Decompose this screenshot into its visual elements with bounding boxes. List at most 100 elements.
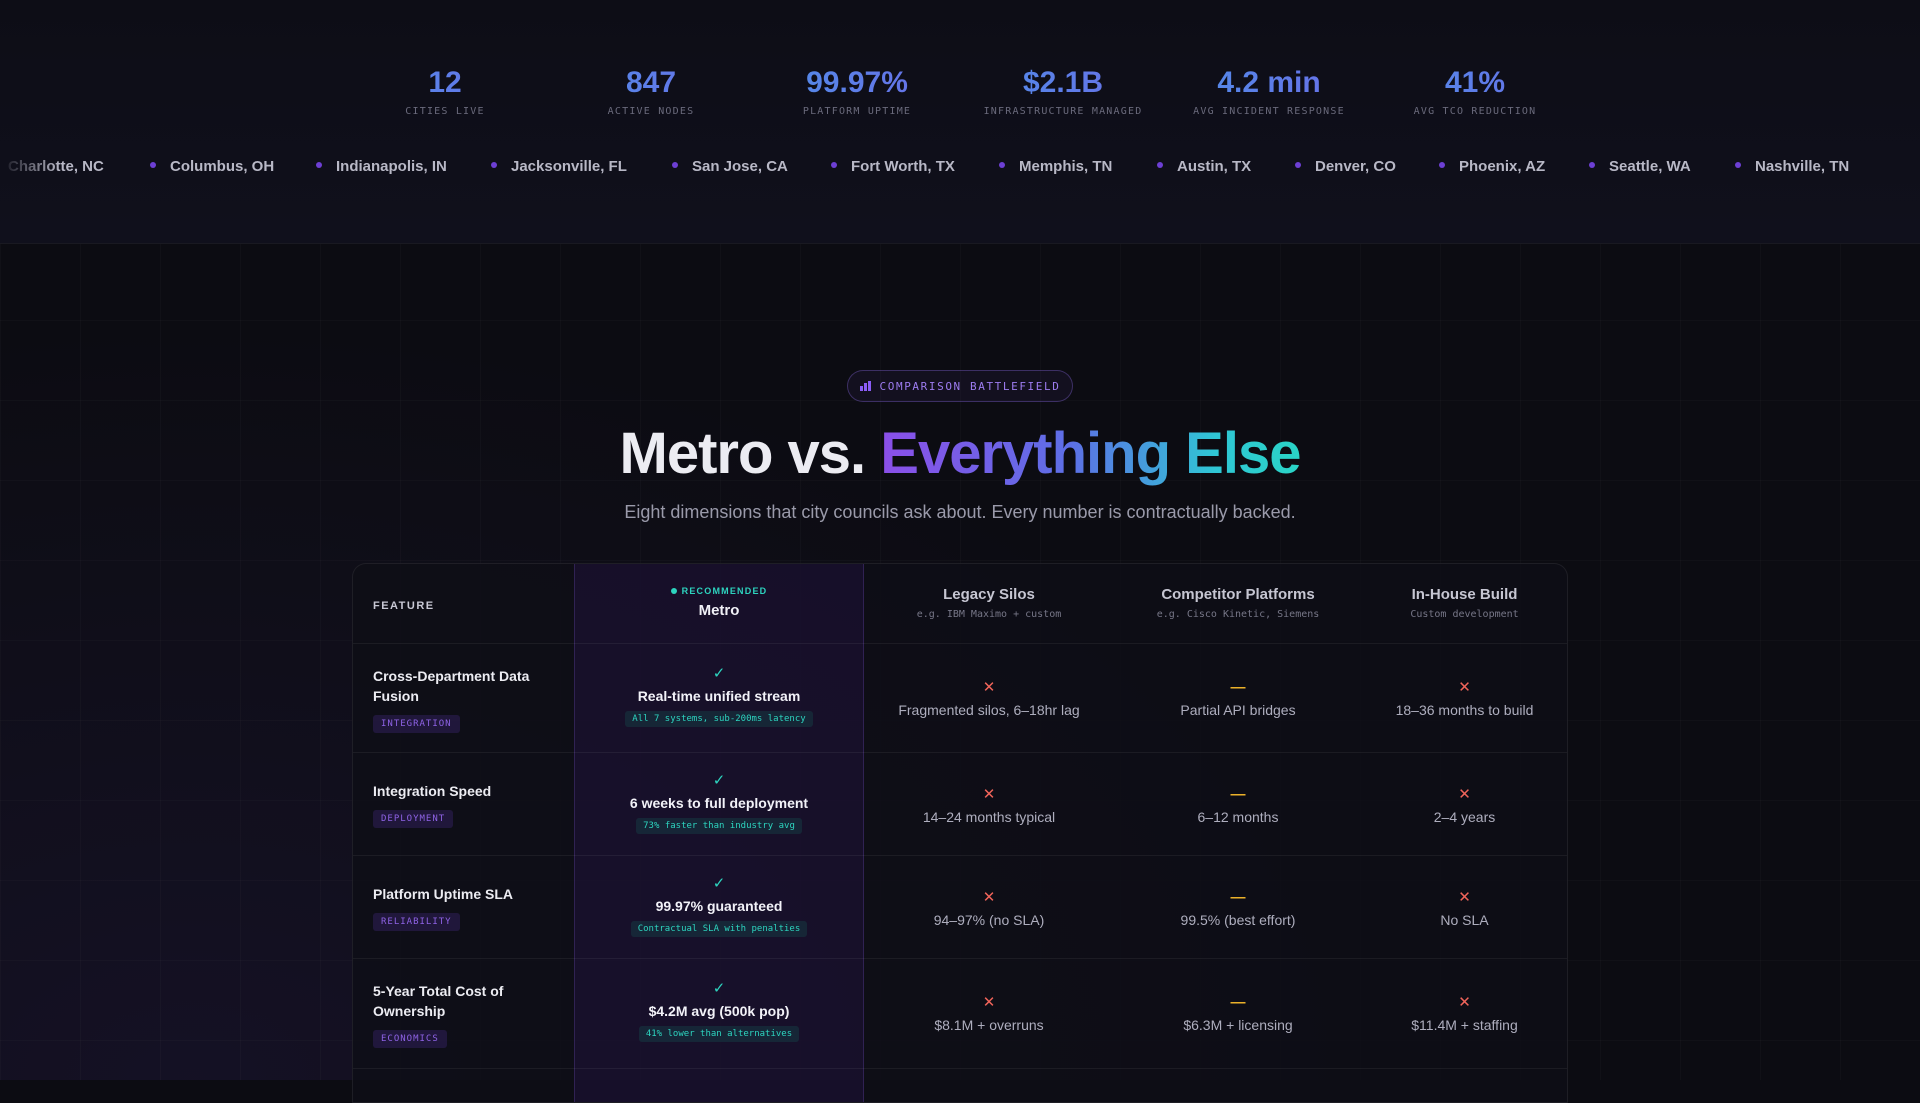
cross-icon: ✕ <box>982 786 996 803</box>
stat-label: AVG TCO REDUCTION <box>1413 106 1537 117</box>
title-gradient: Everything Else <box>880 421 1301 486</box>
feature-cell: Cross-Department Data Fusion INTEGRATION <box>353 644 574 752</box>
legacy-cell: ✕ Fragmented silos, 6–18hr lag <box>864 644 1114 752</box>
city-item: Austin, TX <box>1157 158 1251 175</box>
city-item: Phoenix, AZ <box>1439 158 1545 175</box>
comparison-badge: COMPARISON BATTLEFIELD <box>847 370 1073 402</box>
feature-cell: Platform Uptime SLA RELIABILITY <box>353 856 574 958</box>
check-icon: ✓ <box>712 875 726 892</box>
section-title: Metro vs. Everything Else <box>0 418 1920 490</box>
stat-value: 12 <box>342 64 548 102</box>
inhouse-value: $11.4M + staffing <box>1411 1017 1518 1033</box>
stat-value: 847 <box>548 64 754 102</box>
table-row: 5-Year Total Cost of Ownership ECONOMICS… <box>353 959 1567 1069</box>
stat-label: PLATFORM UPTIME <box>802 106 912 117</box>
table-header-row: FEATURE RECOMMENDED Metro Legacy Silos e… <box>353 564 1567 644</box>
competitor-value: 6–12 months <box>1197 809 1279 825</box>
metro-cell: ✓ Real-time unified stream All 7 systems… <box>574 644 864 752</box>
metro-value: $4.2M avg (500k pop) <box>648 1003 790 1019</box>
city-item: Fort Worth, TX <box>831 158 955 175</box>
bullet-dot <box>1157 162 1163 169</box>
bullet-dot <box>1439 162 1445 169</box>
legacy-cell: ✕ $8.1M + overruns <box>864 959 1114 1068</box>
legacy-value: 94–97% (no SLA) <box>933 912 1045 928</box>
bullet-dot <box>1295 162 1301 169</box>
metro-column-title: Metro <box>698 602 740 619</box>
header-metro: RECOMMENDED Metro <box>574 564 864 643</box>
city-item: Jacksonville, FL <box>491 158 627 175</box>
badge-label: COMPARISON BATTLEFIELD <box>879 379 1061 393</box>
column-subtitle: Custom development <box>1410 609 1519 620</box>
legacy-cell: ✕ 14–24 months typical <box>864 753 1114 855</box>
bullet-dot <box>150 162 156 169</box>
stat-label: ACTIVE NODES <box>607 106 695 117</box>
header-competitor: Competitor Platforms e.g. Cisco Kinetic,… <box>1114 564 1362 643</box>
stat-label: INFRASTRUCTURE MANAGED <box>983 106 1143 117</box>
inhouse-cell: ✕ 2–4 years <box>1362 753 1567 855</box>
stat-value: 99.97% <box>754 64 960 102</box>
cross-icon: ✕ <box>982 889 996 906</box>
stat-cities-live: 12 CITIES LIVE <box>342 64 548 117</box>
city-item: Columbus, OH <box>150 158 274 175</box>
metro-note: 41% lower than alternatives <box>638 1026 800 1042</box>
legacy-cell: ✕ 94–97% (no SLA) <box>864 856 1114 958</box>
section-subtitle: Eight dimensions that city councils ask … <box>624 502 1296 522</box>
metro-column-highlight <box>574 564 864 1102</box>
cross-icon: ✕ <box>1458 786 1471 803</box>
header-legacy: Legacy Silos e.g. IBM Maximo + custom <box>864 564 1114 643</box>
header-feature: FEATURE <box>353 564 574 643</box>
check-icon: ✓ <box>712 665 726 682</box>
stats-band: 12 CITIES LIVE 847 ACTIVE NODES 99.97% P… <box>0 0 1920 244</box>
city-item: Indianapolis, IN <box>316 158 447 175</box>
city-ticker: Charlotte, NC Columbus, OH Indianapolis,… <box>0 158 1920 180</box>
metro-cell: ✓ 6 weeks to full deployment 73% faster … <box>574 753 864 855</box>
stat-incident-response: 4.2 min AVG INCIDENT RESPONSE <box>1166 64 1372 117</box>
competitor-value: 99.5% (best effort) <box>1180 912 1296 928</box>
cross-icon: ✕ <box>1458 679 1471 696</box>
comparison-table: FEATURE RECOMMENDED Metro Legacy Silos e… <box>352 563 1568 1103</box>
city-item: Charlotte, NC <box>8 158 104 175</box>
recommended-dot-icon <box>670 587 677 594</box>
legacy-value: $8.1M + overruns <box>934 1017 1044 1033</box>
column-subtitle: e.g. Cisco Kinetic, Siemens <box>1156 609 1320 620</box>
stat-infrastructure-managed: $2.1B INFRASTRUCTURE MANAGED <box>960 64 1166 117</box>
column-subtitle: e.g. IBM Maximo + custom <box>916 609 1062 620</box>
stat-tco-reduction: 41% AVG TCO REDUCTION <box>1372 64 1578 117</box>
feature-tag: INTEGRATION <box>373 715 460 733</box>
feature-header-label: FEATURE <box>373 600 435 612</box>
city-item: San Jose, CA <box>672 158 788 175</box>
city-item: Denver, CO <box>1295 158 1396 175</box>
cross-icon: ✕ <box>982 994 996 1011</box>
title-plain: Metro vs. <box>619 421 881 486</box>
feature-tag: DEPLOYMENT <box>373 810 454 828</box>
feature-cell: 5-Year Total Cost of Ownership ECONOMICS <box>353 959 574 1068</box>
bullet-dot <box>316 162 322 169</box>
partial-icon: — <box>1230 994 1246 1011</box>
metro-value: 6 weeks to full deployment <box>629 795 809 811</box>
competitor-cell: — Partial API bridges <box>1114 644 1362 752</box>
inhouse-value: 18–36 months to build <box>1395 702 1534 718</box>
metro-note: Contractual SLA with penalties <box>630 921 808 937</box>
bullet-dot <box>1589 162 1595 169</box>
check-icon: ✓ <box>712 980 726 997</box>
feature-tag: RELIABILITY <box>373 913 460 931</box>
partial-icon: — <box>1230 889 1246 906</box>
metro-value: Real-time unified stream <box>637 688 801 704</box>
competitor-cell: — 99.5% (best effort) <box>1114 856 1362 958</box>
stat-platform-uptime: 99.97% PLATFORM UPTIME <box>754 64 960 117</box>
inhouse-cell: ✕ $11.4M + staffing <box>1362 959 1567 1068</box>
competitor-value: $6.3M + licensing <box>1183 1017 1293 1033</box>
city-item: Seattle, WA <box>1589 158 1691 175</box>
competitor-cell: — $6.3M + licensing <box>1114 959 1362 1068</box>
cross-icon: ✕ <box>982 679 996 696</box>
stats-row: 12 CITIES LIVE 847 ACTIVE NODES 99.97% P… <box>0 64 1920 117</box>
cross-icon: ✕ <box>1458 994 1471 1011</box>
bullet-dot <box>491 162 497 169</box>
column-title: In-House Build <box>1411 586 1518 603</box>
inhouse-value: 2–4 years <box>1433 809 1496 825</box>
partial-icon: — <box>1230 786 1246 803</box>
bullet-dot <box>999 162 1005 169</box>
feature-name: 5-Year Total Cost of Ownership <box>373 983 504 1019</box>
city-item: Nashville, TN <box>1735 158 1849 175</box>
partial-icon: — <box>1230 679 1246 696</box>
